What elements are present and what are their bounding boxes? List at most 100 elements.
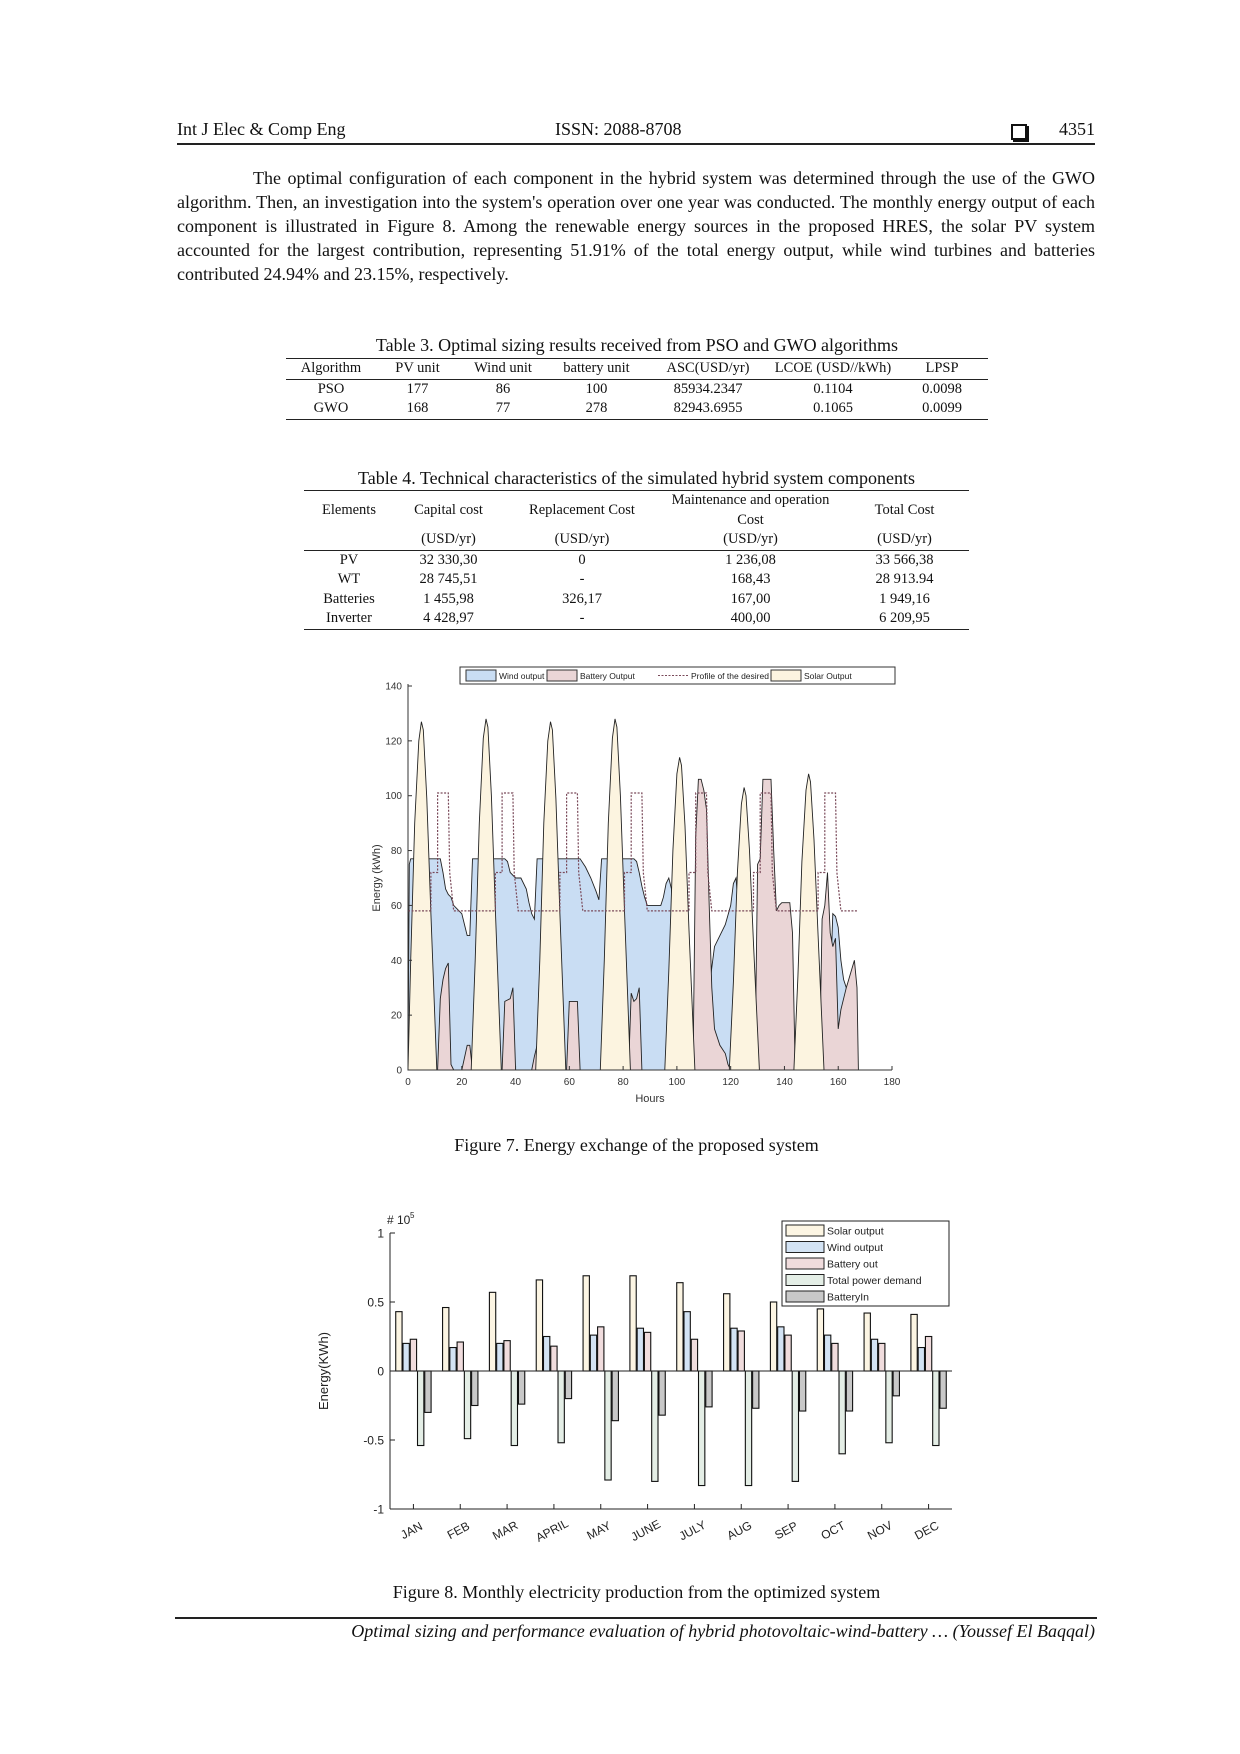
bar-solar-output <box>769 1301 778 1372</box>
col-header: PV unit <box>376 358 459 380</box>
legend-label: Profile of the desired load <box>691 671 788 681</box>
footer-rule <box>175 1617 1097 1619</box>
bar-batteryin <box>845 1370 854 1412</box>
y-tick-label: -1 <box>373 1503 384 1517</box>
legend-label: BatteryIn <box>827 1292 869 1304</box>
y-axis-label: Energy (kWh) <box>371 844 383 911</box>
bar-solar-output <box>442 1306 450 1372</box>
x-tick-label: 180 <box>884 1077 901 1088</box>
bar-wind-output <box>589 1334 598 1372</box>
page-number: 4351 <box>1059 119 1095 139</box>
x-tick-label: NOV <box>865 1518 895 1543</box>
y-tick-label: 0 <box>396 1066 402 1077</box>
bar-solar-output <box>910 1313 918 1372</box>
bar-battery-out <box>503 1340 511 1372</box>
col-unit: (USD/yr) <box>661 530 840 551</box>
y-tick-label: 140 <box>385 682 402 693</box>
col-header: ASC(USD/yr) <box>646 358 770 380</box>
cell: Inverter <box>304 609 394 630</box>
bar-wind-output <box>730 1327 738 1372</box>
table4: Elements Capital cost Replacement Cost Main… <box>304 490 969 630</box>
bar-battery-out <box>878 1342 886 1372</box>
bar-batteryin <box>471 1370 479 1407</box>
figure7-energy-exchange-chart: 0 20 40 60 80 100 120 140 160 180 0 20 40 60 80 100 120 1… <box>371 666 901 1105</box>
y-scale-exponent: 5 <box>410 1211 415 1220</box>
col-header: Algorithm <box>286 358 376 380</box>
journal-name: Int J Elec & Comp Eng <box>177 119 346 139</box>
cell: 1 236,08 <box>725 551 776 568</box>
x-tick-label: 40 <box>510 1077 522 1088</box>
bar-battery-out <box>550 1345 558 1372</box>
bar-batteryin <box>939 1370 947 1409</box>
cell: 85934.2347 <box>673 380 743 397</box>
x-tick-label: 160 <box>830 1077 847 1088</box>
bar-batteryin <box>517 1370 526 1405</box>
x-tick-label: APRIL <box>533 1516 570 1545</box>
x-tick-label: JUNE <box>629 1517 663 1544</box>
y-tick-label: 100 <box>385 791 402 802</box>
bar-total-power-demand <box>697 1370 706 1487</box>
legend-swatch <box>785 1224 825 1237</box>
bar-battery-out <box>643 1331 652 1372</box>
bar-total-power-demand <box>416 1370 425 1447</box>
legend-label: Battery Output <box>580 671 635 681</box>
figure8-monthly-production-chart: 1 0.5 0 -0.5 -1 JAN FEB MAR APRIL MAY JUNE JULY AUG S… <box>316 1211 952 1545</box>
cell: 1 455,98 <box>423 590 474 607</box>
legend-label: Solar output <box>827 1226 884 1238</box>
col-header: LCOE (USD//kWh) <box>770 358 896 380</box>
cell: PV <box>339 551 359 568</box>
y-tick-label: 80 <box>391 846 403 857</box>
col-header: battery unit <box>547 358 646 380</box>
box-icon <box>1011 124 1027 140</box>
legend-swatch <box>785 1274 825 1286</box>
y-axis-label: Energy(KWh) <box>316 1332 331 1410</box>
bar-total-power-demand <box>838 1370 846 1455</box>
cell: 168,43 <box>730 571 771 587</box>
legend-label: Solar Output <box>804 671 852 681</box>
bar-wind-output <box>777 1326 785 1372</box>
paragraph-text: The optimal configuration of each compon… <box>177 168 1095 284</box>
bar-batteryin <box>752 1370 760 1409</box>
cell: 0 <box>578 551 586 568</box>
y-tick-label: 0.5 <box>367 1296 384 1310</box>
bar-battery-out <box>831 1342 839 1372</box>
legend-swatch <box>465 669 497 682</box>
col-header: Replacement Cost <box>503 490 661 530</box>
x-tick-label: 80 <box>618 1077 630 1088</box>
legend-swatch <box>546 669 578 682</box>
legend-swatch <box>785 1290 825 1303</box>
table4-units-row: (USD/yr) (USD/yr) (USD/yr) (USD/yr) <box>304 530 969 551</box>
cell: 77 <box>459 399 547 420</box>
cell: 0.1065 <box>770 399 896 420</box>
cell: 167,00 <box>730 590 771 607</box>
bar-total-power-demand <box>557 1370 565 1444</box>
bar-batteryin <box>611 1370 619 1422</box>
bar-wind-output <box>683 1311 691 1372</box>
x-tick-label: SEP <box>772 1519 800 1543</box>
table-row: WT 28 745,51 - 168,43 28 913.94 <box>304 570 969 590</box>
x-tick-label: JAN <box>398 1519 425 1542</box>
line-profile-of-the-desired-load <box>408 792 857 912</box>
bar-battery-out <box>924 1335 933 1372</box>
bar-total-power-demand <box>510 1370 519 1447</box>
footer-text: Optimal sizing and performance evaluatio… <box>351 1621 1095 1641</box>
bar-wind-output <box>542 1335 551 1372</box>
figure7-caption: Figure 7. Energy exchange of the propose… <box>454 1135 819 1155</box>
bar-battery-out <box>456 1341 464 1372</box>
cell: 6 209,95 <box>840 609 969 630</box>
x-tick-label: JULY <box>677 1518 709 1544</box>
bar-batteryin <box>798 1370 807 1412</box>
bar-battery-out <box>690 1338 699 1372</box>
bar-total-power-demand <box>744 1370 753 1487</box>
cell: PSO <box>317 380 345 397</box>
bar-solar-output <box>395 1311 403 1372</box>
bar-wind-output <box>496 1342 504 1372</box>
table4-header-row: Elements Capital cost Replacement Cost Main… <box>304 490 969 530</box>
bar-total-power-demand <box>791 1370 800 1482</box>
cell: 0.0099 <box>896 399 988 420</box>
bar-total-power-demand <box>651 1370 659 1482</box>
bar-total-power-demand <box>463 1370 472 1440</box>
bar-solar-output <box>488 1291 497 1372</box>
legend-swatch <box>785 1257 825 1270</box>
figure8-caption: Figure 8. Monthly electricity production… <box>392 1582 881 1602</box>
